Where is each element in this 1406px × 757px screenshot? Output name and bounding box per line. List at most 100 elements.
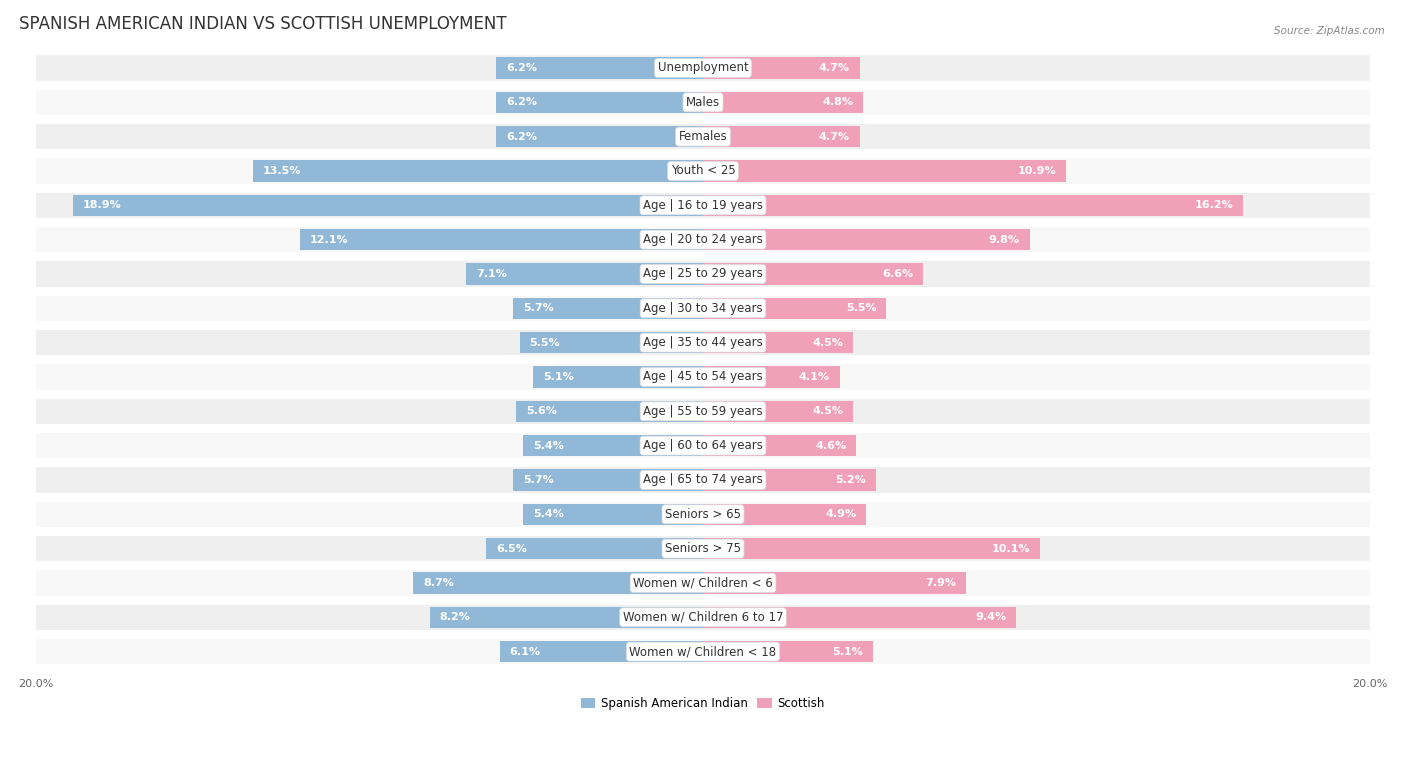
Text: Age | 55 to 59 years: Age | 55 to 59 years [643,405,763,418]
Text: 9.8%: 9.8% [988,235,1019,245]
Bar [703,641,873,662]
Text: Age | 60 to 64 years: Age | 60 to 64 years [643,439,763,452]
Text: Males: Males [686,96,720,109]
Bar [37,502,1369,527]
Text: 5.5%: 5.5% [530,338,560,347]
Text: 6.2%: 6.2% [506,98,537,107]
Text: 10.1%: 10.1% [991,544,1029,553]
Bar [37,605,1369,630]
Bar [513,298,703,319]
Text: 4.5%: 4.5% [813,338,844,347]
Text: 4.7%: 4.7% [818,132,849,142]
Text: 6.6%: 6.6% [882,269,912,279]
Bar [520,332,703,354]
Bar [703,572,966,593]
Bar [37,364,1369,390]
Text: Age | 20 to 24 years: Age | 20 to 24 years [643,233,763,246]
Bar [37,330,1369,355]
Bar [253,160,703,182]
Bar [37,261,1369,287]
Text: 5.7%: 5.7% [523,475,554,485]
Bar [703,503,866,525]
Text: 5.1%: 5.1% [543,372,574,382]
Text: 16.2%: 16.2% [1195,201,1233,210]
Text: Youth < 25: Youth < 25 [671,164,735,177]
Bar [37,295,1369,321]
Text: 10.9%: 10.9% [1018,166,1056,176]
Bar [513,469,703,491]
Text: 4.6%: 4.6% [815,441,846,450]
Text: Age | 65 to 74 years: Age | 65 to 74 years [643,473,763,487]
Bar [703,298,886,319]
Text: Women w/ Children < 18: Women w/ Children < 18 [630,645,776,658]
Bar [37,570,1369,596]
Bar [496,92,703,113]
Text: Women w/ Children 6 to 17: Women w/ Children 6 to 17 [623,611,783,624]
Bar [703,332,853,354]
Text: 4.1%: 4.1% [799,372,830,382]
Bar [499,641,703,662]
Bar [703,229,1029,251]
Bar [37,124,1369,149]
Text: 5.2%: 5.2% [835,475,866,485]
Bar [299,229,703,251]
Text: 8.2%: 8.2% [440,612,471,622]
Text: 6.5%: 6.5% [496,544,527,553]
Text: 6.2%: 6.2% [506,63,537,73]
Text: Age | 30 to 34 years: Age | 30 to 34 years [643,302,763,315]
Text: Age | 25 to 29 years: Age | 25 to 29 years [643,267,763,280]
Bar [523,435,703,456]
Bar [703,469,876,491]
Text: 18.9%: 18.9% [83,201,121,210]
Text: Women w/ Children < 6: Women w/ Children < 6 [633,576,773,590]
Legend: Spanish American Indian, Scottish: Spanish American Indian, Scottish [576,693,830,715]
Bar [37,433,1369,458]
Text: Age | 35 to 44 years: Age | 35 to 44 years [643,336,763,349]
Bar [703,126,859,148]
Text: Age | 16 to 19 years: Age | 16 to 19 years [643,199,763,212]
Text: Seniors > 75: Seniors > 75 [665,542,741,555]
Text: 4.8%: 4.8% [823,98,853,107]
Text: 5.7%: 5.7% [523,304,554,313]
Bar [516,400,703,422]
Bar [703,538,1040,559]
Bar [533,366,703,388]
Text: 5.4%: 5.4% [533,441,564,450]
Bar [703,606,1017,628]
Text: 5.6%: 5.6% [526,407,557,416]
Text: 4.9%: 4.9% [825,509,856,519]
Bar [703,400,853,422]
Text: Unemployment: Unemployment [658,61,748,74]
Text: 4.5%: 4.5% [813,407,844,416]
Text: 13.5%: 13.5% [263,166,301,176]
Bar [703,195,1243,216]
Bar [37,536,1369,561]
Bar [523,503,703,525]
Text: Source: ZipAtlas.com: Source: ZipAtlas.com [1274,26,1385,36]
Bar [430,606,703,628]
Bar [37,89,1369,115]
Bar [37,467,1369,493]
Bar [496,126,703,148]
Bar [496,58,703,79]
Bar [37,55,1369,81]
Bar [703,92,863,113]
Text: 5.5%: 5.5% [846,304,876,313]
Bar [413,572,703,593]
Text: Seniors > 65: Seniors > 65 [665,508,741,521]
Bar [37,227,1369,252]
Text: 7.1%: 7.1% [477,269,508,279]
Text: 6.2%: 6.2% [506,132,537,142]
Bar [703,435,856,456]
Bar [37,399,1369,424]
Text: 12.1%: 12.1% [309,235,349,245]
Bar [73,195,703,216]
Bar [703,366,839,388]
Text: 6.1%: 6.1% [509,646,540,656]
Bar [37,639,1369,665]
Text: 8.7%: 8.7% [423,578,454,588]
Bar [703,160,1067,182]
Text: 4.7%: 4.7% [818,63,849,73]
Text: SPANISH AMERICAN INDIAN VS SCOTTISH UNEMPLOYMENT: SPANISH AMERICAN INDIAN VS SCOTTISH UNEM… [20,15,508,33]
Text: 9.4%: 9.4% [976,612,1007,622]
